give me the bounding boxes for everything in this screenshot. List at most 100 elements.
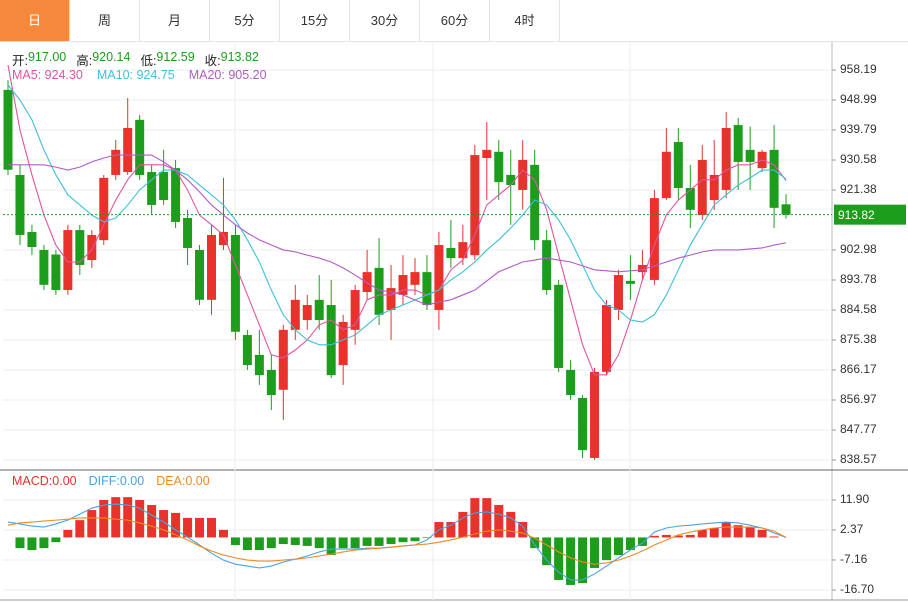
macd-bar <box>183 517 193 538</box>
macd-bar <box>566 537 576 585</box>
macd-bar <box>99 499 109 538</box>
y-tick-label: 893.78 <box>840 272 877 286</box>
period-tab[interactable]: 周 <box>70 0 140 41</box>
candle-body <box>745 149 755 162</box>
period-tab[interactable]: 4时 <box>490 0 560 41</box>
macd-bar <box>314 537 324 549</box>
info-value: 912.59 <box>156 50 195 64</box>
macd-bar <box>362 537 372 546</box>
candle-body <box>338 321 348 366</box>
candle-body <box>530 164 540 241</box>
candle-body <box>254 354 264 376</box>
macd-bar <box>398 537 408 543</box>
candle-body <box>542 240 552 291</box>
info-value: 917.00 <box>27 50 67 64</box>
candle-body <box>206 234 216 300</box>
macd-line <box>7 517 787 565</box>
macd-bar <box>302 537 312 546</box>
info-label: 开: <box>12 54 28 68</box>
candle-body <box>242 335 252 366</box>
macd-bar <box>242 537 252 551</box>
candle-body <box>769 149 779 208</box>
candle-body <box>518 159 528 190</box>
y-tick-label: 921.38 <box>840 182 877 196</box>
macd-bar <box>218 529 228 538</box>
candle-body <box>374 267 384 315</box>
last-price-label: 913.82 <box>838 208 875 222</box>
macd-bar <box>206 517 216 538</box>
period-tab[interactable]: 30分 <box>350 0 420 41</box>
ma-line <box>7 84 787 346</box>
macd-bar <box>530 537 540 549</box>
macd-bar <box>195 517 205 538</box>
ma-legend: MA5: 924.30 MA10: 924.75 MA20: 905.20 <box>12 68 281 82</box>
candle-body <box>434 245 444 310</box>
candle-body <box>410 272 420 285</box>
macd-bar <box>769 536 779 538</box>
period-tab[interactable]: 15分 <box>280 0 350 41</box>
y-tick-label: 838.57 <box>840 452 877 466</box>
candle-body <box>613 275 623 310</box>
candle-body <box>135 119 145 175</box>
macd-bar <box>266 537 276 549</box>
candle-body <box>554 284 564 368</box>
candle-body <box>398 275 408 295</box>
candle-body <box>470 155 480 256</box>
macd-bar <box>721 522 731 538</box>
candle-body <box>99 177 109 241</box>
candle-body <box>171 168 181 222</box>
macd-bar <box>410 537 420 542</box>
info-label: 低: <box>140 54 157 68</box>
macd-bar <box>757 529 767 538</box>
y-tick-label: 930.58 <box>840 152 877 166</box>
period-tab[interactable]: 60分 <box>420 0 490 41</box>
candle-body <box>111 149 121 175</box>
candle-body <box>159 172 169 201</box>
macd-legend: MACD:0.00 DIFF:0.00 DEA:0.00 <box>12 474 222 488</box>
period-tab[interactable]: 月 <box>140 0 210 41</box>
y-tick-label: 939.79 <box>840 122 877 136</box>
candle-body <box>39 249 49 285</box>
macd-bar <box>147 505 157 538</box>
legend-entry: DIFF:0.00 <box>88 474 145 488</box>
macd-bar <box>673 535 683 538</box>
candle-body <box>697 159 707 216</box>
info-value: 920.14 <box>92 50 131 64</box>
candle-body <box>709 174 719 201</box>
candle-body <box>278 329 288 390</box>
y-tick-label: 866.17 <box>840 362 877 376</box>
period-tab[interactable]: 日 <box>0 0 70 41</box>
macd-bar <box>278 537 288 545</box>
candle-body <box>458 242 468 259</box>
candle-body <box>123 128 133 173</box>
candle-body <box>422 272 432 306</box>
macd-bar <box>159 510 169 538</box>
candle-body <box>602 305 611 372</box>
period-tab[interactable]: 5分 <box>210 0 280 41</box>
candle-body <box>578 397 588 451</box>
macd-bar <box>613 537 623 556</box>
y-tick-label: 948.99 <box>840 92 877 106</box>
macd-bar <box>625 537 635 551</box>
ohlc-info: 开: 917.00 高: 920.14 低: 912.59 收: 913.82 <box>12 50 269 69</box>
macd-bar <box>482 498 492 538</box>
candle-body <box>721 128 731 190</box>
macd-bar <box>123 497 133 538</box>
ma-line <box>8 154 787 306</box>
y-tick-label: 884.58 <box>840 302 877 316</box>
candle-body <box>362 272 372 292</box>
macd-bar <box>135 499 145 538</box>
candle-body <box>661 151 671 199</box>
macd-bar <box>733 525 743 538</box>
macd-bar <box>602 537 611 561</box>
macd-bar <box>75 520 85 538</box>
legend-entry: DEA:0.00 <box>156 474 210 488</box>
macd-bar <box>685 534 695 538</box>
macd-bar <box>15 537 25 549</box>
macd-bar <box>51 537 61 543</box>
legend-entry: MA10: 924.75 <box>96 68 175 82</box>
macd-bar <box>590 537 600 568</box>
ma-line <box>7 64 787 376</box>
